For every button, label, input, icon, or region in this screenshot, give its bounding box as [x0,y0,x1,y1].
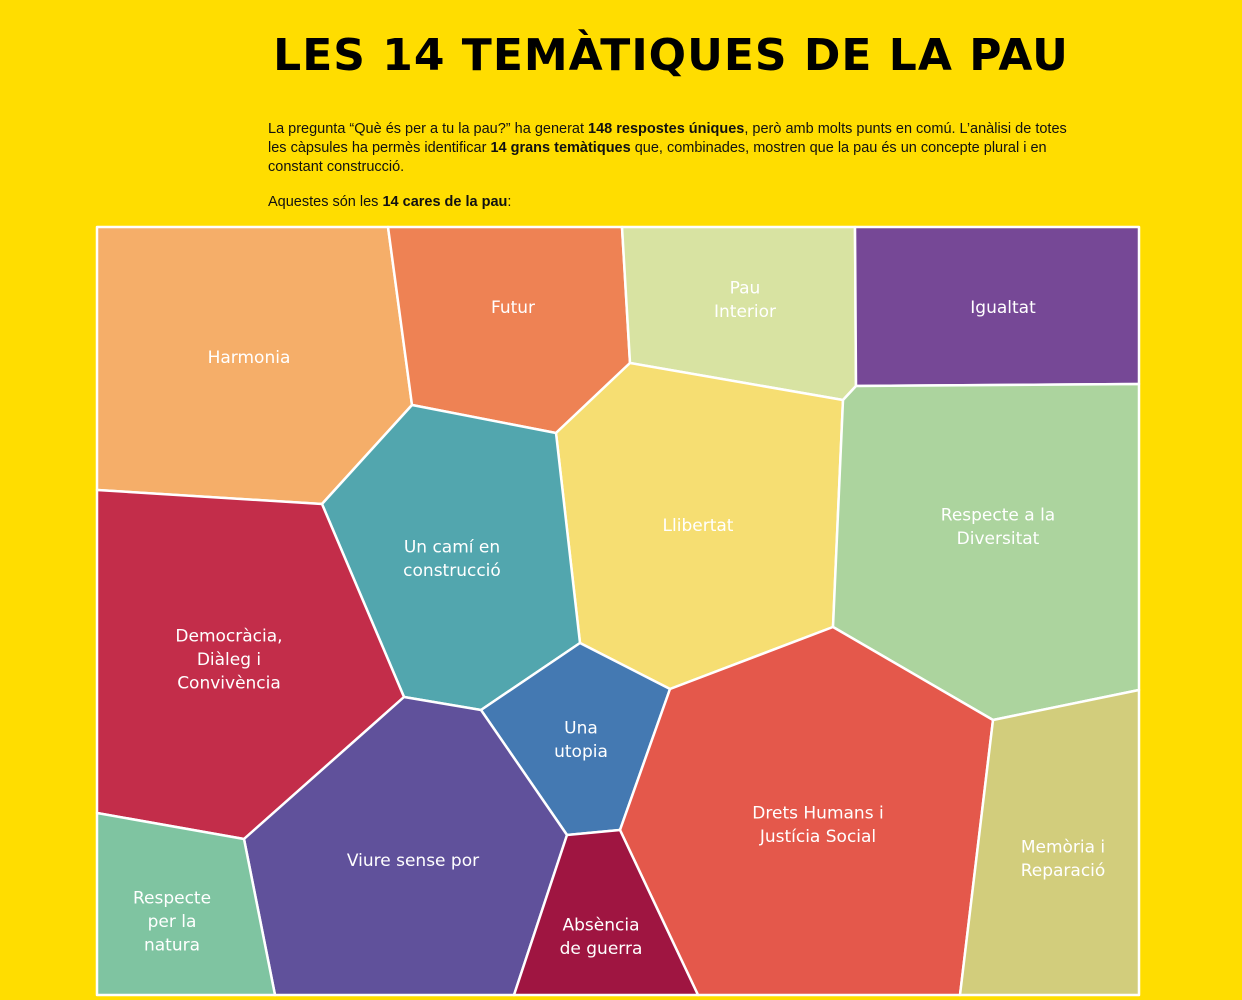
label-harmonia: Harmonia [208,348,291,368]
label-utopia: Una utopia [554,718,608,762]
label-line: Viure sense por [347,851,479,871]
intro-highlight: 148 respostes úniques [588,121,745,137]
cell-respecte-natura [95,811,277,997]
label-cami-construccio: Un camí en construcció [403,537,501,581]
label-line: Igualtat [970,298,1036,318]
label-line: Futur [491,298,535,318]
label-line: Diversitat [957,529,1040,549]
label-absencia-guerra: Absència de guerra [560,915,643,959]
label-line: Democràcia, [175,627,282,647]
label-democracia: Democràcia, Diàleg i Convivència [175,627,282,694]
intro-text-segment: Aquestes són les [268,194,383,210]
label-line: Memòria i [1021,837,1105,857]
intro-paragraph: La pregunta “Què és per a tu la pau?” ha… [268,120,1068,177]
label-igualtat: Igualtat [970,298,1036,318]
intro-text-segment: : [507,194,512,210]
cell-absencia-guerra [512,828,700,997]
label-llibertat: Llibertat [663,516,734,536]
label-line: Drets Humans i [752,803,883,823]
intro-text-segment: que, combinades, mostren que la pau és u… [268,140,1047,175]
label-memoria: Memòria i Reparació [1021,837,1106,881]
label-line: Harmonia [208,348,291,368]
label-drets-humans: Drets Humans i Justícia Social [752,803,883,847]
label-line: Absència [563,915,640,935]
label-respecte-natura: Respecte per la natura [133,889,211,956]
label-line: Diàleg i [197,650,261,670]
label-line: Reparació [1021,861,1106,881]
label-futur: Futur [491,298,535,318]
label-line: Justícia Social [759,827,876,847]
label-line: de guerra [560,939,643,959]
intro-text-segment: , però amb molts punts en comú. L’anàlis… [268,121,1067,156]
label-pau-interior: Pau Interior [714,278,776,322]
page-title: LES 14 TEMÀTIQUES DE LA PAU [273,30,1069,81]
intro-paragraph: Aquestes són les 14 cares de la pau: [268,193,1068,212]
cell-memoria [958,688,1141,997]
label-line: Pau [730,278,761,298]
intro-highlight: 14 grans temàtiques [490,140,631,156]
label-line: per la [148,912,197,932]
label-line: construcció [403,561,501,581]
label-line: Interior [714,302,776,322]
label-line: Un camí en [404,537,500,557]
intro-highlight: 14 cares de la pau [382,194,508,210]
label-line: Respecte [133,889,211,909]
intro-text: La pregunta “Què és per a tu la pau?” ha… [268,120,1068,228]
intro-text-segment: La pregunta “Què és per a tu la pau?” ha… [268,121,589,137]
label-line: Llibertat [663,516,734,536]
label-line: utopia [554,742,608,762]
label-line: Convivència [177,674,281,694]
label-respecte-diversitat: Respecte a la Diversitat [941,505,1055,549]
label-line: Respecte a la [941,505,1055,525]
label-viure-sense-por: Viure sense por [347,851,479,871]
label-line: Una [564,718,598,738]
label-line: natura [144,936,200,956]
